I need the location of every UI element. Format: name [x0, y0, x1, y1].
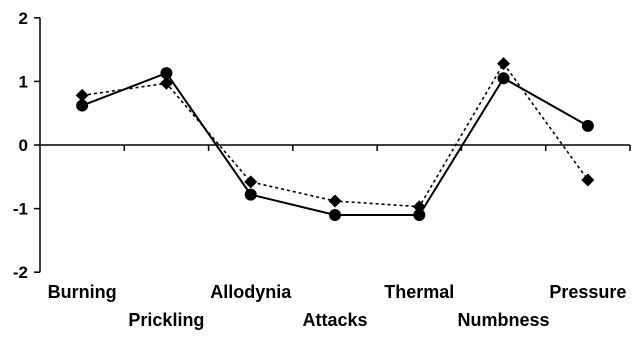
data-point-diamond [328, 194, 342, 208]
data-point-circle [497, 72, 510, 85]
data-point-circle [581, 119, 594, 132]
series-1-line [81, 71, 589, 216]
data-point-diamond [581, 173, 595, 187]
data-point-circle [160, 67, 173, 80]
x-category-label: Pressure [549, 282, 626, 302]
y-tick-label: 2 [19, 9, 28, 28]
x-category-label: Attacks [302, 310, 367, 330]
data-point-diamond [497, 57, 511, 71]
y-tick-label: -2 [13, 263, 28, 282]
series-group [75, 57, 595, 221]
axes [34, 17, 631, 273]
data-point-diamond [159, 76, 173, 90]
data-point-diamond [412, 200, 426, 214]
data-point-circle [244, 188, 257, 201]
series-2-line [81, 62, 589, 208]
data-point-circle [76, 99, 89, 112]
labels-group: 2 1 0 -1 -2 Burning Prickling Allodynia Attacks T… [13, 9, 627, 330]
x-category-label: Allodynia [210, 282, 292, 302]
y-tick-label: 1 [19, 72, 28, 91]
x-category-label: Numbness [458, 310, 550, 330]
series-2 [75, 57, 595, 214]
data-point-diamond [244, 175, 258, 189]
data-point-diamond [75, 88, 89, 102]
data-point-circle [329, 208, 341, 221]
series-1 [76, 67, 594, 221]
y-tick-label: 0 [19, 136, 28, 155]
x-category-label: Burning [48, 282, 117, 302]
data-point-circle [413, 208, 426, 221]
x-category-label: Prickling [128, 310, 204, 330]
x-category-label: Thermal [384, 282, 454, 302]
y-tick-label: -1 [13, 200, 28, 219]
